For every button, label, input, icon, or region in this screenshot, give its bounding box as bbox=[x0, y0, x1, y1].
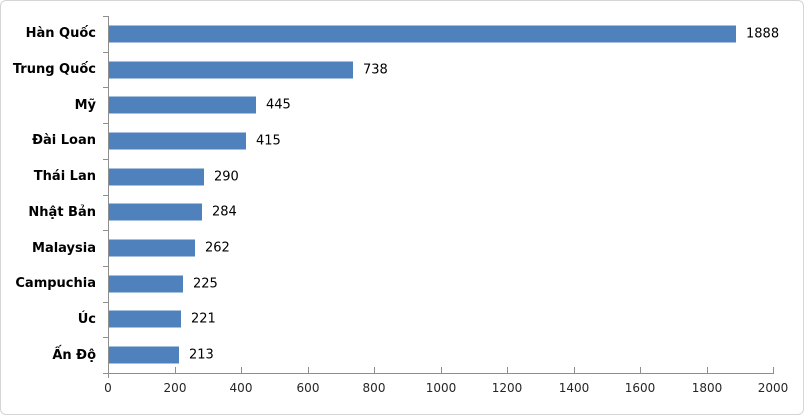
bar bbox=[108, 346, 179, 364]
category-label: Malaysia bbox=[32, 240, 96, 256]
category-label: Trung Quốc bbox=[12, 62, 96, 78]
bar-row: 284 bbox=[108, 195, 773, 231]
category-label: Hàn Quốc bbox=[25, 26, 96, 42]
x-axis-tick bbox=[308, 367, 309, 373]
bar-row: 738 bbox=[108, 52, 773, 88]
x-axis-tick bbox=[241, 367, 242, 373]
category-row: Ấn Độ bbox=[1, 337, 96, 373]
bar-value-label: 290 bbox=[214, 169, 239, 185]
bar-value-label: 445 bbox=[266, 97, 291, 113]
y-axis-tick bbox=[103, 52, 108, 53]
y-axis-tick bbox=[103, 87, 108, 88]
category-row: Thái Lan bbox=[1, 159, 96, 195]
bar-row: 225 bbox=[108, 266, 773, 302]
bar-value-label: 738 bbox=[363, 62, 388, 78]
category-row: Hàn Quốc bbox=[1, 16, 96, 52]
x-axis-tick bbox=[707, 367, 708, 373]
bar bbox=[108, 275, 183, 293]
bar bbox=[108, 239, 195, 257]
y-axis-tick bbox=[103, 230, 108, 231]
bar-row: 445 bbox=[108, 87, 773, 123]
x-axis-tick-label: 2000 bbox=[757, 381, 789, 395]
category-row: Đài Loan bbox=[1, 123, 96, 159]
bar-row: 262 bbox=[108, 230, 773, 266]
category-label: Thái Lan bbox=[33, 169, 96, 185]
x-axis-tick-label: 0 bbox=[104, 381, 112, 395]
y-axis-tick bbox=[103, 302, 108, 303]
y-axis-category-labels: Hàn Quốc Trung Quốc Mỹ Đài Loan Thái Lan Nhật… bbox=[1, 16, 96, 373]
bar bbox=[108, 168, 204, 186]
category-label: Mỹ bbox=[74, 97, 96, 113]
y-axis-line bbox=[108, 16, 109, 378]
bar-value-label: 284 bbox=[212, 204, 237, 220]
x-axis-tick-label: 200 bbox=[163, 381, 187, 395]
bar-value-label: 415 bbox=[256, 133, 281, 149]
x-axis-line bbox=[108, 373, 774, 374]
bar bbox=[108, 203, 202, 221]
x-axis-tick-label: 600 bbox=[296, 381, 320, 395]
category-row: Mỹ bbox=[1, 87, 96, 123]
bar bbox=[108, 132, 246, 150]
bar bbox=[108, 61, 353, 79]
x-axis-tick-label: 1600 bbox=[624, 381, 656, 395]
y-axis-tick bbox=[103, 337, 108, 338]
y-axis-tick bbox=[103, 373, 108, 374]
category-label: Ấn Độ bbox=[52, 347, 96, 363]
category-label: Đài Loan bbox=[32, 133, 96, 149]
bar-value-label: 225 bbox=[193, 276, 218, 292]
category-row: Nhật Bản bbox=[1, 195, 96, 231]
bar-value-label: 1888 bbox=[746, 26, 780, 42]
bar-series: 1888 738 445 415 290 284 262 225 221 213 bbox=[108, 16, 779, 373]
x-axis-tick bbox=[374, 367, 375, 373]
bar-row: 1888 bbox=[108, 16, 779, 52]
x-axis-tick-label: 800 bbox=[362, 381, 386, 395]
bar-value-label: 262 bbox=[205, 240, 230, 256]
x-axis-tick bbox=[441, 367, 442, 373]
x-axis-tick-label: 1400 bbox=[558, 381, 590, 395]
category-label: Campuchia bbox=[15, 276, 96, 292]
bar-value-label: 213 bbox=[189, 347, 214, 363]
x-axis-tick bbox=[175, 367, 176, 373]
bar-row: 213 bbox=[108, 337, 773, 373]
category-row: Campuchia bbox=[1, 266, 96, 302]
bar-row: 221 bbox=[108, 302, 773, 338]
y-axis-tick bbox=[103, 123, 108, 124]
y-axis-tick bbox=[103, 266, 108, 267]
x-axis-tick bbox=[773, 367, 774, 373]
bar-row: 290 bbox=[108, 159, 773, 195]
bar bbox=[108, 96, 256, 114]
plot-area: 1888 738 445 415 290 284 262 225 221 213 bbox=[108, 16, 779, 373]
y-axis-tick bbox=[103, 16, 108, 17]
bar bbox=[108, 310, 181, 328]
category-label: Úc bbox=[77, 311, 96, 327]
x-axis-tick bbox=[507, 367, 508, 373]
x-axis-tick-label: 1200 bbox=[491, 381, 523, 395]
category-row: Úc bbox=[1, 302, 96, 338]
x-axis-tick bbox=[574, 367, 575, 373]
bar bbox=[108, 25, 736, 43]
x-axis-tick-label: 1000 bbox=[425, 381, 457, 395]
category-row: Malaysia bbox=[1, 230, 96, 266]
category-row: Trung Quốc bbox=[1, 52, 96, 88]
x-axis-tick-label: 1800 bbox=[691, 381, 723, 395]
x-axis-tick-label: 400 bbox=[229, 381, 253, 395]
bar-row: 415 bbox=[108, 123, 773, 159]
x-axis-tick bbox=[640, 367, 641, 373]
category-label: Nhật Bản bbox=[28, 204, 96, 220]
bar-value-label: 221 bbox=[191, 311, 216, 327]
y-axis-tick bbox=[103, 195, 108, 196]
y-axis-tick bbox=[103, 159, 108, 160]
